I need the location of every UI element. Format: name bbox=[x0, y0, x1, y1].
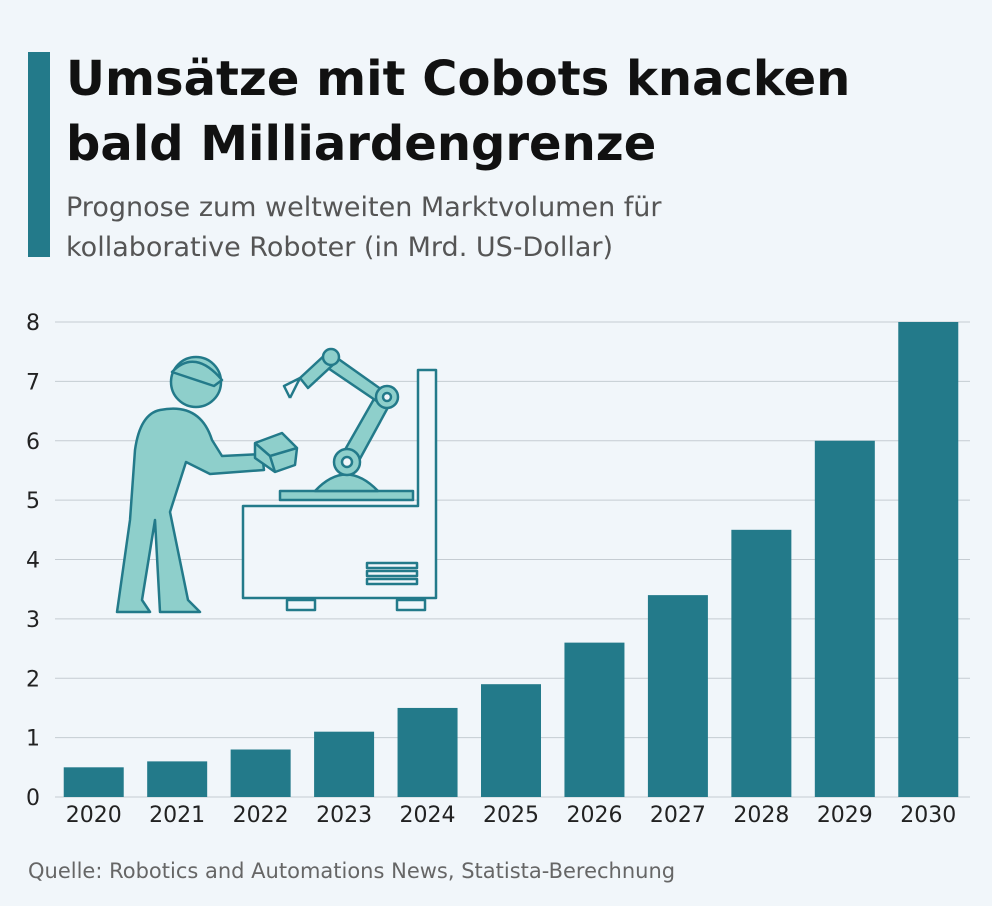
bar bbox=[63, 767, 124, 797]
illustration bbox=[115, 347, 438, 614]
x-tick-label: 2030 bbox=[900, 803, 956, 828]
y-tick-label: 7 bbox=[26, 370, 40, 395]
y-tick-label: 0 bbox=[26, 786, 40, 811]
x-tick-label: 2028 bbox=[733, 803, 789, 828]
x-tick-label: 2029 bbox=[817, 803, 873, 828]
bar bbox=[564, 642, 625, 797]
x-tick-label: 2024 bbox=[400, 803, 456, 828]
x-tick-label: 2023 bbox=[316, 803, 372, 828]
bar bbox=[898, 322, 959, 797]
chart-subtitle: kollaborative Roboter (in Mrd. US-Dollar… bbox=[66, 232, 613, 263]
x-tick-label: 2022 bbox=[233, 803, 289, 828]
bar bbox=[230, 749, 291, 797]
y-tick-label: 8 bbox=[26, 311, 40, 336]
chart-title: Umsätze mit Cobots knacken bbox=[66, 51, 850, 107]
y-tick-label: 6 bbox=[26, 430, 40, 455]
x-tick-label: 2021 bbox=[149, 803, 205, 828]
x-tick-label: 2026 bbox=[566, 803, 622, 828]
x-tick-label: 2027 bbox=[650, 803, 706, 828]
bar bbox=[314, 731, 375, 797]
bar bbox=[481, 684, 541, 797]
source: Quelle: Robotics and Automations News, S… bbox=[28, 859, 675, 883]
bar bbox=[147, 761, 208, 797]
y-tick-label: 4 bbox=[26, 549, 40, 574]
bar bbox=[731, 529, 792, 797]
chart-subtitle: Prognose zum weltweiten Marktvolumen für bbox=[66, 192, 662, 223]
bar bbox=[814, 440, 875, 797]
y-tick-label: 2 bbox=[26, 667, 40, 692]
y-tick-label: 3 bbox=[26, 608, 40, 633]
bar bbox=[397, 707, 458, 797]
plot-area: 0 1 2 3 4 5 6 7 8 2020 2021 2022 2023 2024 2025 2026 202… bbox=[26, 311, 970, 828]
x-tick-label: 2020 bbox=[66, 803, 122, 828]
x-tick-label: 2025 bbox=[483, 803, 539, 828]
accent-bar bbox=[28, 52, 50, 257]
bar bbox=[647, 595, 708, 797]
chart-title: bald Milliardengrenze bbox=[66, 116, 656, 172]
y-tick-label: 1 bbox=[26, 727, 40, 752]
y-tick-label: 5 bbox=[26, 489, 40, 514]
